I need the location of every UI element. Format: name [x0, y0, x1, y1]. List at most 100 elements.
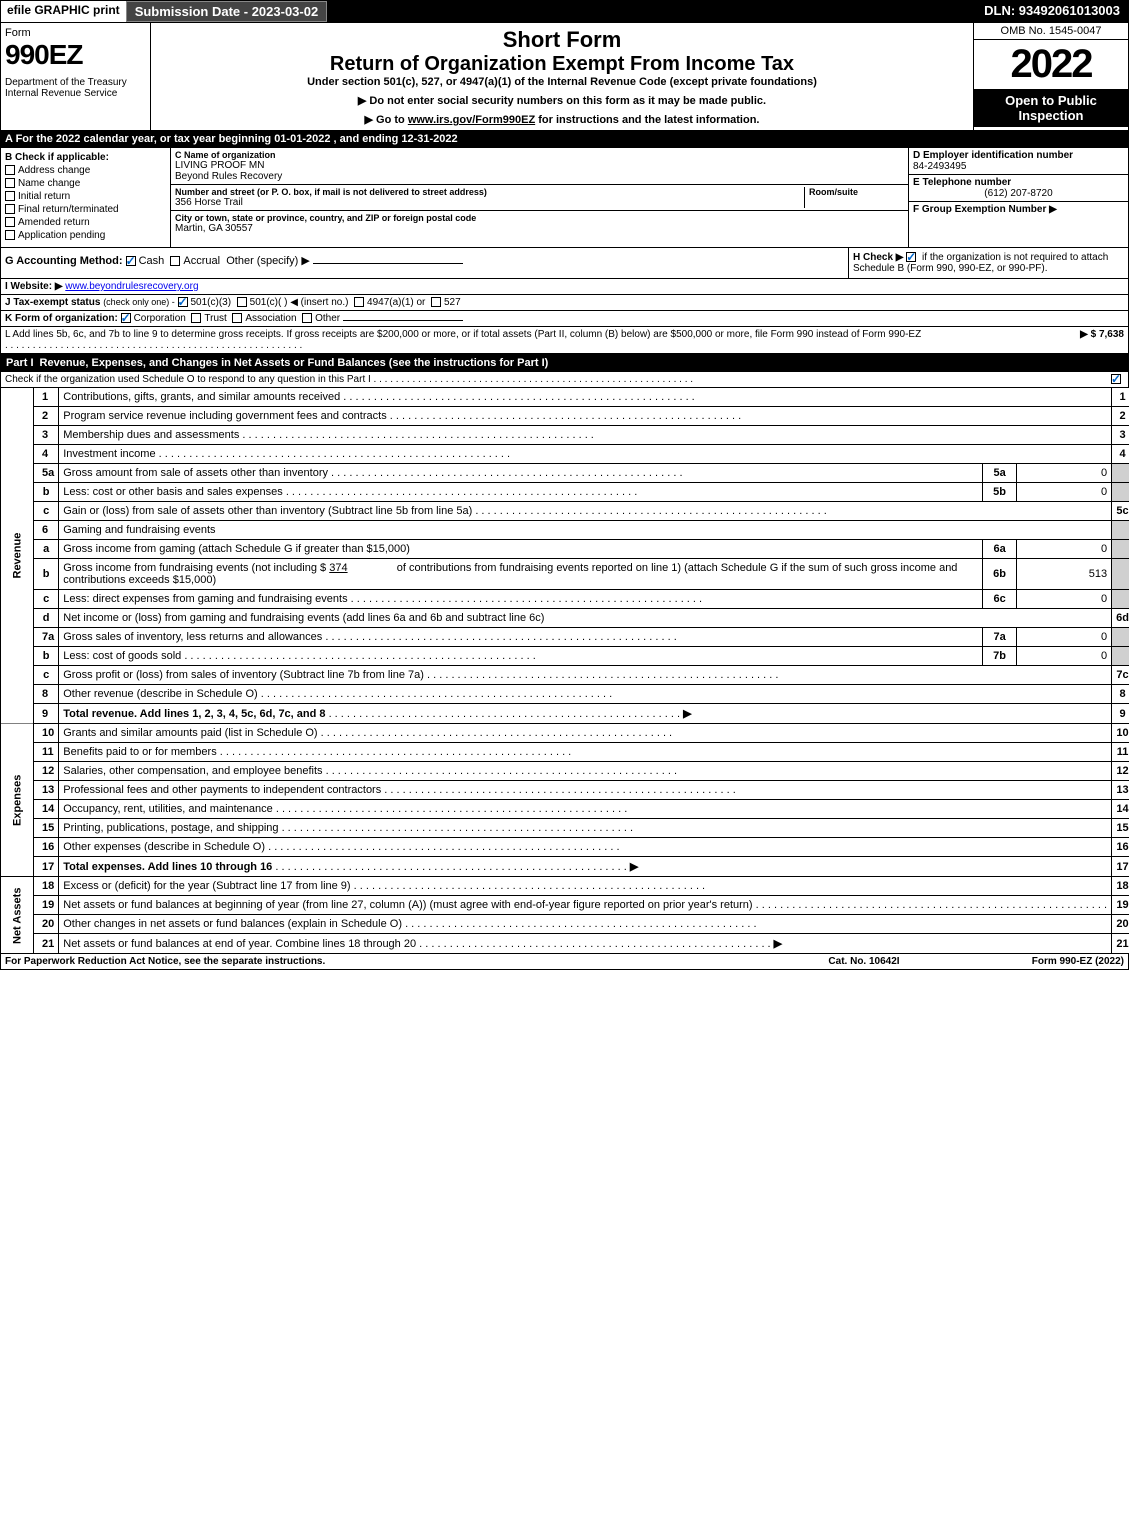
ln: 17 — [34, 857, 59, 877]
dots-icon — [381, 784, 736, 796]
desc: Excess or (deficit) for the year (Subtra… — [59, 877, 1112, 896]
line-3: 3 Membership dues and assessments 3 0 — [1, 426, 1129, 445]
chk-assoc[interactable] — [232, 313, 242, 323]
chk-trust[interactable] — [191, 313, 201, 323]
chk-4947[interactable] — [354, 297, 364, 307]
chk-amended-return[interactable]: Amended return — [5, 217, 166, 228]
tel-value: (612) 207-8720 — [913, 188, 1124, 199]
line-7c: c Gross profit or (loss) from sales of i… — [1, 666, 1129, 685]
line-17: 17 Total expenses. Add lines 10 through … — [1, 857, 1129, 877]
chk-527[interactable] — [431, 297, 441, 307]
form-header: Form 990EZ Department of the Treasury In… — [0, 23, 1129, 131]
other-input[interactable] — [313, 263, 463, 264]
dots-icon — [265, 841, 620, 853]
chk-address-change[interactable]: Address change — [5, 165, 166, 176]
chk-other-org[interactable] — [302, 313, 312, 323]
row-i: I Website: ▶ www.beyondrulesrecovery.org — [0, 279, 1129, 295]
ln: a — [34, 540, 59, 559]
expenses-side-label: Expenses — [1, 724, 34, 877]
section-b: B Check if applicable: Address change Na… — [1, 148, 171, 247]
h-check: H Check ▶ if the organization is not req… — [848, 248, 1128, 278]
lbl-cash: Cash — [139, 255, 165, 267]
submission-date: Submission Date - 2023-03-02 — [126, 1, 328, 22]
c-addr-label: Number and street (or P. O. box, if mail… — [175, 187, 804, 197]
txt: Benefits paid to or for members — [63, 746, 216, 758]
chk-name-change[interactable]: Name change — [5, 178, 166, 189]
ln: 18 — [34, 877, 59, 896]
org-city: Martin, GA 30557 — [175, 223, 904, 234]
header-right: OMB No. 1545-0047 2022 Open to Public In… — [973, 23, 1128, 130]
chk-corp[interactable] — [121, 313, 131, 323]
samt: 0 — [1017, 483, 1112, 502]
line-11: 11 Benefits paid to or for members 11 0 — [1, 743, 1129, 762]
part1-note-text: Check if the organization used Schedule … — [5, 374, 1094, 385]
line-7a: 7a Gross sales of inventory, less return… — [1, 628, 1129, 647]
l-amount: ▶ $ 7,638 — [1024, 329, 1124, 351]
irs-link[interactable]: www.irs.gov/Form990EZ — [408, 114, 535, 126]
dots-icon — [272, 861, 627, 873]
sn: 7b — [983, 647, 1017, 666]
chk-initial-return[interactable]: Initial return — [5, 191, 166, 202]
lbl-527: 527 — [444, 297, 461, 308]
line-6b: b Gross income from fundraising events (… — [1, 559, 1129, 590]
b-head: B Check if applicable: — [5, 152, 166, 163]
val: 374 — [329, 562, 369, 574]
dots-icon — [424, 669, 779, 681]
samt: 0 — [1017, 590, 1112, 609]
omb-number: OMB No. 1545-0047 — [974, 23, 1128, 40]
grp-label: F Group Exemption Number ▶ — [913, 204, 1124, 215]
desc: Occupancy, rent, utilities, and maintena… — [59, 800, 1112, 819]
ln: 15 — [34, 819, 59, 838]
lbl: Name change — [18, 178, 80, 189]
lbl-trust: Trust — [204, 313, 226, 324]
sn: 5b — [983, 483, 1017, 502]
ln: 11 — [34, 743, 59, 762]
chk-501c[interactable] — [237, 297, 247, 307]
chk-final-return[interactable]: Final return/terminated — [5, 204, 166, 215]
ln: 12 — [34, 762, 59, 781]
desc: Total revenue. Add lines 1, 2, 3, 4, 5c,… — [59, 704, 1112, 724]
chk-h[interactable] — [906, 252, 916, 262]
txt: Contributions, gifts, grants, and simila… — [63, 391, 340, 403]
chk-cash[interactable] — [126, 256, 136, 266]
c-name-row: C Name of organization LIVING PROOF MN B… — [171, 148, 908, 185]
desc: Program service revenue including govern… — [59, 407, 1112, 426]
arrow-icon: ▶ — [774, 938, 782, 950]
chk-application-pending[interactable]: Application pending — [5, 230, 166, 241]
section-c: C Name of organization LIVING PROOF MN B… — [171, 148, 908, 247]
form-label: Form — [5, 27, 146, 39]
other-org-input[interactable] — [343, 320, 463, 321]
line-21: 21 Net assets or fund balances at end of… — [1, 934, 1129, 954]
d1: Gross income from fundraising events (no… — [63, 562, 326, 574]
line-10: Expenses 10 Grants and similar amounts p… — [1, 724, 1129, 743]
title-return: Return of Organization Exempt From Incom… — [155, 53, 969, 76]
samt: 0 — [1017, 540, 1112, 559]
txt: Other changes in net assets or fund bala… — [63, 918, 402, 930]
j-label: J Tax-exempt status — [5, 297, 100, 308]
ln: 7a — [34, 628, 59, 647]
ln: d — [34, 609, 59, 628]
spacer — [327, 1, 976, 22]
samt: 0 — [1017, 647, 1112, 666]
ln: b — [34, 647, 59, 666]
chk-501c3[interactable] — [178, 297, 188, 307]
desc: Gross income from fundraising events (no… — [59, 559, 983, 590]
instr-ssn: ▶ Do not enter social security numbers o… — [155, 94, 969, 107]
shade — [1112, 483, 1129, 502]
efile-label[interactable]: efile GRAPHIC print — [1, 1, 126, 22]
line-6d: d Net income or (loss) from gaming and f… — [1, 609, 1129, 628]
ein-value: 84-2493495 — [913, 161, 1124, 172]
chk-accrual[interactable] — [170, 256, 180, 266]
tax-year: 2022 — [974, 40, 1128, 89]
lbl: Application pending — [18, 230, 105, 241]
website-link[interactable]: www.beyondrulesrecovery.org — [65, 281, 198, 292]
lbl-501c3: 501(c)(3) — [191, 297, 232, 308]
f-group: F Group Exemption Number ▶ — [909, 202, 1128, 217]
rn: 2 — [1112, 407, 1129, 426]
part1-chk[interactable] — [1094, 374, 1124, 385]
dots-icon — [340, 391, 695, 403]
desc: Gross profit or (loss) from sales of inv… — [59, 666, 1112, 685]
txt: Less: cost of goods sold — [63, 650, 181, 662]
dots-icon — [322, 631, 677, 643]
l-text: L Add lines 5b, 6c, and 7b to line 9 to … — [5, 329, 1024, 351]
